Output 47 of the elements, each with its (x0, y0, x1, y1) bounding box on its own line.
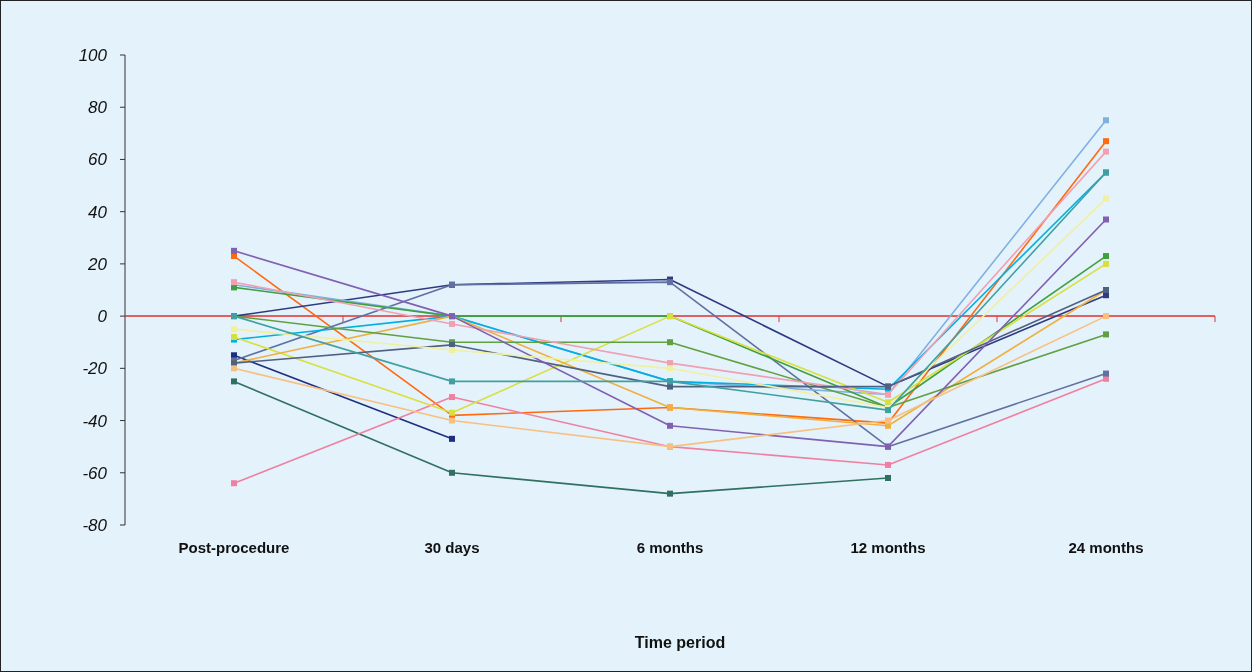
point (1103, 138, 1109, 145)
x-tick-label: 30 days (424, 539, 480, 556)
y-tick-label: -20 (82, 359, 108, 379)
point (231, 352, 237, 359)
point (449, 469, 455, 476)
point (1103, 370, 1109, 377)
point (1103, 331, 1109, 338)
y-tick-label: 40 (88, 202, 108, 222)
point (667, 365, 673, 372)
point (885, 461, 891, 468)
y-tick-label: 100 (78, 45, 108, 65)
x-tick-label: 12 months (850, 539, 926, 556)
y-tick-label: -60 (82, 463, 108, 483)
point (449, 417, 455, 424)
point (231, 365, 237, 372)
point (231, 247, 237, 254)
y-tick-label: 80 (88, 98, 108, 118)
x-tick-label: 6 months (636, 539, 704, 556)
point (667, 422, 673, 429)
point (885, 399, 891, 406)
y-tick-label: 0 (97, 307, 108, 327)
y-tick-label: 20 (87, 254, 108, 274)
point (1103, 195, 1109, 202)
point (1103, 313, 1109, 320)
point (885, 475, 891, 481)
point (449, 394, 455, 401)
x-tick-label: Post-procedure (178, 539, 290, 556)
y-tick-label: 60 (88, 150, 108, 170)
point (667, 339, 673, 346)
y-tick-label: -80 (82, 515, 108, 535)
point (449, 378, 455, 385)
x-axis-title: Time period (634, 634, 726, 651)
point (667, 383, 673, 390)
point (1103, 253, 1109, 260)
point (231, 326, 237, 333)
point (231, 480, 237, 487)
point (667, 490, 673, 497)
point (1103, 216, 1109, 223)
point (449, 347, 455, 354)
point (231, 378, 237, 385)
y-tick-label: -40 (82, 411, 108, 431)
point (1103, 117, 1109, 124)
point (1103, 148, 1109, 155)
point (449, 435, 455, 442)
point (1103, 260, 1109, 267)
x-tick-label: 24 months (1068, 539, 1144, 556)
point (449, 320, 455, 327)
